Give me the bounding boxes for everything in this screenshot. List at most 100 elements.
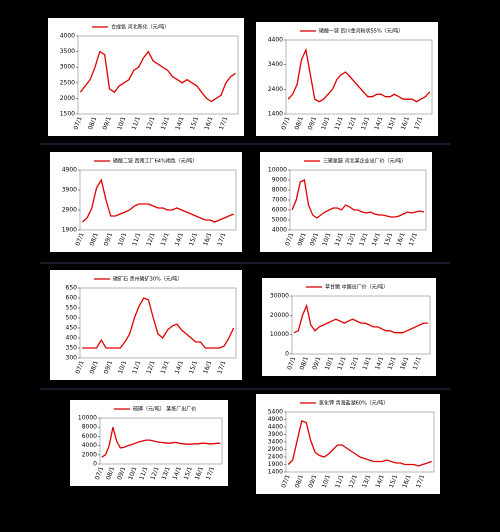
x-tick-label: 14/1 [374, 356, 385, 371]
y-tick-label: 400 [66, 335, 78, 342]
y-tick-label: 3500 [60, 48, 75, 55]
x-tick-label: 13/1 [160, 232, 171, 247]
x-tick-label: 08/1 [87, 116, 98, 131]
y-tick-label: 1900 [268, 461, 283, 468]
y-tick-label: 1400 [268, 469, 283, 476]
x-tick-label: 15/1 [388, 474, 399, 489]
x-tick-label: 09/1 [307, 116, 318, 131]
plot-area [77, 35, 239, 115]
panel [256, 22, 438, 136]
x-tick-label: 12/1 [349, 356, 360, 371]
x-tick-label: 07/1 [73, 116, 84, 131]
x-tick-label: 17/1 [413, 116, 424, 131]
x-tick-label: 10/1 [321, 232, 332, 247]
x-tick-label: 10/1 [116, 116, 127, 131]
y-tick-label: 2900 [62, 207, 77, 214]
y-tick-label: 10000 [268, 167, 287, 174]
y-tick-label: 20000 [270, 312, 289, 319]
y-tick-label: 10000 [270, 331, 289, 338]
x-tick-label: 08/1 [105, 466, 116, 481]
x-tick-label: 17/1 [218, 116, 229, 131]
x-tick-label: 16/1 [203, 116, 214, 131]
x-tick-label: 10/1 [324, 356, 335, 371]
y-tick-label: 500 [66, 315, 78, 322]
y-tick-label: 350 [66, 345, 78, 352]
y-tick-label: 300 [66, 355, 78, 362]
x-tick-label: 17/1 [415, 474, 426, 489]
y-tick-label: 5000 [272, 217, 287, 224]
x-tick-label: 14/1 [371, 232, 382, 247]
y-tick-label: 3900 [268, 431, 283, 438]
y-tick-label: 1400 [268, 111, 283, 118]
y-tick-label: 3400 [268, 439, 283, 446]
x-tick-label: 15/1 [188, 232, 199, 247]
y-tick-label: 2400 [268, 454, 283, 461]
y-tick-label: 550 [66, 305, 78, 312]
x-tick-label: 11/1 [131, 116, 142, 131]
x-tick-label: 08/1 [294, 474, 305, 489]
x-tick-label: 12/1 [145, 116, 156, 131]
chart-title: 氯化钾 青海盐湖60%（元/吨） [319, 400, 388, 407]
chart-title: 草甘膦 中国出厂价（元/吨） [325, 284, 388, 291]
x-tick-label: 12/1 [348, 474, 359, 489]
x-tick-label: 08/1 [297, 232, 308, 247]
y-tick-label: 650 [66, 285, 78, 292]
data-line [293, 303, 428, 334]
x-tick-label: 10/1 [127, 466, 138, 481]
y-tick-label: 600 [66, 295, 78, 302]
x-tick-label: 15/1 [189, 116, 200, 131]
x-tick-label: 07/1 [74, 360, 85, 375]
x-tick-label: 07/1 [280, 116, 291, 131]
x-tick-label: 07/1 [74, 232, 85, 247]
x-tick-label: 17/1 [408, 232, 419, 247]
x-tick-label: 10/1 [320, 116, 331, 131]
y-tick-label: 2900 [268, 446, 283, 453]
y-tick-label: 4400 [268, 424, 283, 431]
data-line [291, 179, 425, 219]
y-tick-label: 8000 [82, 424, 97, 431]
x-tick-label: 15/1 [387, 356, 398, 371]
y-tick-label: 6000 [272, 207, 287, 214]
data-line [79, 50, 236, 103]
plot-area [79, 169, 237, 231]
x-tick-label: 16/1 [400, 116, 411, 131]
x-tick-label: 13/1 [160, 116, 171, 131]
x-tick-label: 09/1 [116, 466, 127, 481]
data-line [101, 427, 221, 458]
plot-area [291, 295, 431, 355]
y-tick-label: 3900 [62, 187, 77, 194]
x-tick-label: 16/1 [194, 466, 205, 481]
plot-area [79, 287, 237, 359]
x-tick-label: 13/1 [360, 116, 371, 131]
x-tick-label: 14/1 [375, 474, 386, 489]
chart-title: 磷酸二铵 西南工厂64%褐色（元/吨） [113, 158, 197, 165]
data-line [287, 420, 433, 467]
x-tick-label: 11/1 [334, 474, 345, 489]
x-tick-label: 11/1 [131, 360, 142, 375]
y-tick-label: 0 [93, 461, 97, 468]
x-tick-label: 08/1 [89, 232, 100, 247]
x-tick-label: 14/1 [174, 360, 185, 375]
x-tick-label: 17/1 [205, 466, 216, 481]
y-tick-label: 2000 [60, 95, 75, 102]
y-tick-label: 2400 [268, 86, 283, 93]
x-tick-label: 08/1 [89, 360, 100, 375]
y-tick-label: 4000 [272, 227, 287, 234]
data-line [82, 297, 235, 349]
y-tick-label: 2000 [82, 451, 97, 458]
y-tick-label: 4000 [82, 442, 97, 449]
x-tick-label: 13/1 [361, 474, 372, 489]
x-tick-label: 13/1 [358, 232, 369, 247]
x-tick-label: 15/1 [386, 116, 397, 131]
chart-title: 磷酸一铵 四川金河粉状55%（元/吨） [319, 28, 403, 35]
y-tick-label: 1900 [62, 227, 77, 234]
y-tick-label: 0 [285, 351, 289, 358]
x-tick-label: 13/1 [361, 356, 372, 371]
chart-title: 合成氨 河北新化（元/吨） [111, 24, 169, 31]
y-tick-label: 5400 [268, 409, 283, 416]
x-tick-label: 12/1 [145, 360, 156, 375]
x-tick-label: 11/1 [333, 116, 344, 131]
panel [48, 18, 244, 136]
x-tick-label: 14/1 [373, 116, 384, 131]
